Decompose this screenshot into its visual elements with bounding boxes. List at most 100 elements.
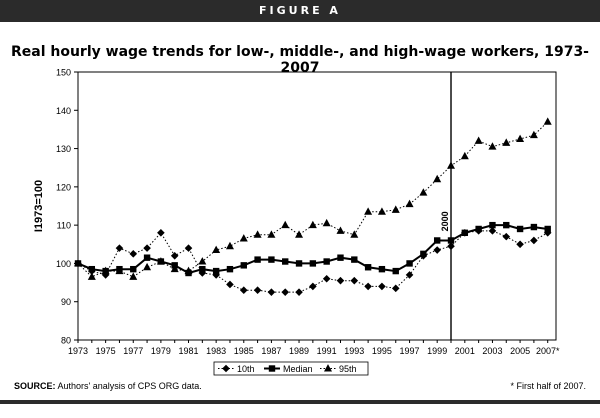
- data-point-median: [475, 225, 482, 233]
- data-point-median: [351, 256, 358, 263]
- x-tick-label: 1983: [206, 346, 226, 356]
- data-point-95th: [377, 207, 386, 215]
- data-point-95th: [74, 259, 82, 267]
- data-point-95th: [115, 266, 124, 275]
- legend-label-95th: 95th: [339, 364, 357, 374]
- data-point-95th: [322, 218, 331, 227]
- data-point-10th: [322, 274, 331, 283]
- data-point-median: [143, 254, 151, 261]
- data-point-10th: [336, 276, 345, 285]
- y-tick-label: 120: [56, 182, 71, 192]
- data-point-95th: [447, 161, 456, 169]
- data-point-10th: [488, 227, 497, 235]
- data-point-10th: [170, 251, 179, 260]
- data-point-95th: [308, 220, 317, 229]
- footnote: * First half of 2007.: [510, 381, 586, 391]
- data-point-95th: [488, 142, 497, 150]
- data-point-median: [364, 264, 372, 271]
- data-point-median: [199, 265, 206, 273]
- data-point-95th: [267, 230, 276, 238]
- legend-box: [213, 361, 369, 376]
- source-label: SOURCE:: [14, 381, 56, 391]
- data-point-95th: [170, 264, 179, 273]
- y-tick-label: 140: [56, 106, 71, 116]
- series-line-95th: [77, 121, 549, 278]
- data-point-10th: [350, 276, 359, 285]
- data-point-95th: [281, 220, 290, 229]
- data-point-median: [323, 258, 330, 265]
- data-point-10th: [447, 242, 455, 250]
- data-point-10th: [516, 240, 524, 249]
- data-point-median: [447, 237, 455, 244]
- y-tick-label: 100: [56, 259, 71, 269]
- data-point-95th: [543, 117, 552, 125]
- data-point-95th: [239, 234, 248, 242]
- data-point-10th: [157, 229, 165, 237]
- data-point-median: [88, 265, 96, 273]
- plot-frame: [77, 71, 557, 341]
- x-tick-label: 1979: [151, 346, 171, 356]
- data-point-10th: [295, 288, 303, 296]
- data-point-median: [309, 260, 317, 267]
- data-point-10th: [129, 250, 138, 258]
- data-point-95th: [295, 230, 304, 238]
- data-point-10th: [433, 246, 441, 254]
- data-point-10th: [184, 244, 193, 252]
- data-point-10th: [281, 288, 290, 296]
- x-tick-label: 2007*: [536, 346, 560, 356]
- data-point-median: [130, 265, 137, 273]
- data-point-95th: [156, 257, 165, 265]
- data-point-10th: [530, 236, 538, 245]
- x-tick-label: 1981: [179, 346, 199, 356]
- data-point-10th: [405, 271, 414, 279]
- data-point-median: [240, 262, 247, 269]
- data-point-10th: [267, 288, 276, 296]
- data-point-95th: [460, 151, 469, 160]
- x-tick-label: 1973: [68, 346, 88, 356]
- data-point-10th: [239, 286, 248, 295]
- x-tick-label: 2003: [482, 346, 502, 356]
- x-tick-label: 1997: [400, 346, 420, 356]
- y-tick-label: 110: [57, 221, 71, 231]
- x-tick-label: 1989: [289, 346, 309, 356]
- bottom-rule: [0, 400, 600, 404]
- legend-label-median: Median: [283, 364, 313, 374]
- data-point-10th: [253, 286, 262, 295]
- data-point-median: [489, 221, 496, 229]
- data-point-10th: [115, 244, 124, 252]
- legend-marker-10th: [222, 364, 230, 373]
- figure-label: FIGURE A: [0, 0, 600, 22]
- data-point-95th: [336, 226, 345, 234]
- data-point-95th: [474, 136, 483, 144]
- legend-label-10th: 10th: [237, 364, 255, 374]
- data-point-median: [226, 265, 234, 273]
- data-point-10th: [309, 282, 317, 291]
- data-point-median: [420, 250, 427, 258]
- x-tick-label: 1999: [427, 346, 447, 356]
- x-tick-label: 1987: [261, 346, 281, 356]
- data-point-median: [378, 265, 386, 273]
- data-point-95th: [143, 262, 152, 271]
- annotation-label-2000: 2000: [440, 211, 450, 231]
- data-point-95th: [212, 245, 221, 254]
- data-point-95th: [364, 207, 373, 215]
- x-tick-label: 1975: [96, 346, 116, 356]
- data-point-median: [461, 229, 469, 236]
- data-point-10th: [226, 280, 234, 289]
- data-point-95th: [502, 138, 511, 146]
- data-point-median: [392, 267, 399, 275]
- data-point-95th: [350, 230, 359, 238]
- data-point-95th: [101, 266, 110, 275]
- data-point-10th: [391, 284, 400, 293]
- data-point-median: [254, 256, 261, 263]
- x-tick-label: 2005: [510, 346, 530, 356]
- data-point-95th: [433, 174, 442, 183]
- data-point-10th: [364, 282, 372, 291]
- x-tick-label: 2001: [455, 346, 475, 356]
- data-point-95th: [184, 266, 193, 275]
- data-point-median: [503, 221, 510, 229]
- x-tick-label: 1993: [344, 346, 364, 356]
- y-tick-label: 80: [61, 336, 71, 346]
- data-point-95th: [87, 272, 96, 280]
